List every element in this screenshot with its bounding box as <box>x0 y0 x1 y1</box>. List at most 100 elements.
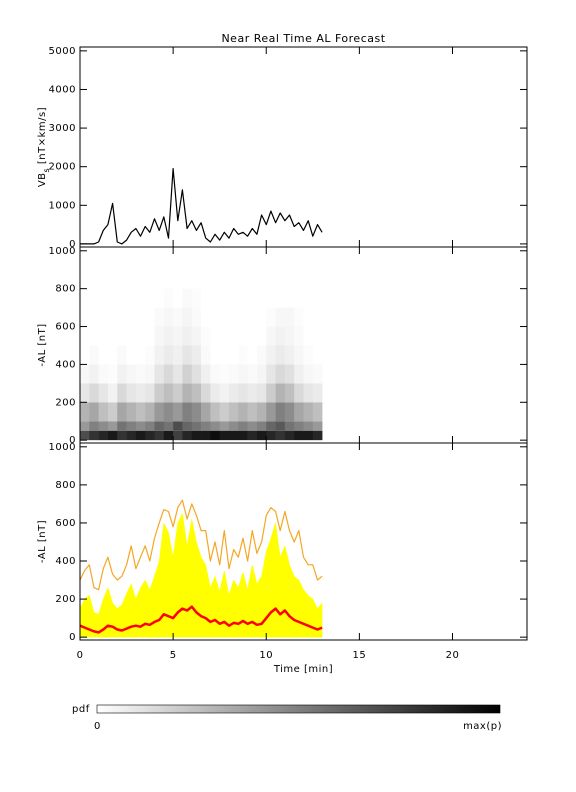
heatmap-cell <box>135 364 146 384</box>
heatmap-cell <box>107 326 118 346</box>
heatmap-cell <box>256 430 267 441</box>
heatmap-cell <box>247 421 258 431</box>
y-tick-label: 800 <box>55 480 76 491</box>
heatmap-cell <box>173 364 183 384</box>
heatmap-cell <box>247 288 258 308</box>
heatmap-cell <box>80 326 90 346</box>
heatmap-cell <box>312 383 323 403</box>
heatmap-cell <box>107 421 118 431</box>
heatmap-cell <box>312 402 323 422</box>
heatmap-cell <box>135 288 146 308</box>
y-tick-label: 0 <box>69 632 76 643</box>
y-tick-label: 600 <box>55 518 76 529</box>
heatmap-cell <box>107 383 118 403</box>
heatmap-cell <box>210 345 220 365</box>
heatmap-cell <box>229 307 239 327</box>
heatmap-cell <box>191 402 202 422</box>
heatmap-cell <box>284 421 295 431</box>
heatmap-cell <box>89 421 99 431</box>
heatmap-cell <box>163 383 174 403</box>
heatmap-cell <box>247 307 258 327</box>
heatmap-cell <box>145 307 155 327</box>
x-tick-label: 15 <box>353 650 367 661</box>
x-tick-label: 20 <box>446 650 460 661</box>
heatmap-cell <box>80 402 90 422</box>
heatmap-cell <box>294 345 304 365</box>
heatmap-cell <box>98 364 109 384</box>
heatmap-cell <box>191 288 202 308</box>
heatmap-cell <box>303 430 314 441</box>
heatmap-cell <box>256 383 267 403</box>
heatmap-cell <box>294 430 304 441</box>
panel: 0 200 400 600 800 1000 -AL [nT] <box>37 246 528 446</box>
heatmap-cell <box>210 288 220 308</box>
y-tick-label: 1000 <box>49 442 76 453</box>
heatmap-cell <box>80 421 90 431</box>
heatmap-cell <box>80 288 90 308</box>
y-tick-label: 200 <box>55 397 76 408</box>
heatmap-cell <box>201 421 211 431</box>
heatmap-cell <box>173 421 183 431</box>
heatmap-cell <box>191 383 202 403</box>
y-tick-label: 3000 <box>49 123 76 134</box>
y-tick-label: 0 <box>69 239 76 250</box>
heatmap-cell <box>201 383 211 403</box>
heatmap-cell <box>135 345 146 365</box>
heatmap-cell <box>284 383 295 403</box>
y-axis-label: -AL [nT] <box>37 323 48 366</box>
heatmap-cell <box>303 402 314 422</box>
heatmap-cell <box>191 326 202 346</box>
heatmap-cell <box>256 326 267 346</box>
heatmap-cell <box>275 345 286 365</box>
heatmap-cell <box>266 307 276 327</box>
heatmap-cell <box>191 430 202 441</box>
heatmap-cell <box>191 307 202 327</box>
heatmap-cell <box>98 383 109 403</box>
heatmap-cell <box>219 326 230 346</box>
heatmap-cell <box>182 326 193 346</box>
heatmap-cell <box>117 307 127 327</box>
heatmap-cell <box>154 430 165 441</box>
heatmap-cell <box>145 288 155 308</box>
heatmap-cell <box>135 430 146 441</box>
heatmap-cell <box>89 288 99 308</box>
heatmap-cell <box>89 430 99 441</box>
heatmap-cell <box>229 402 239 422</box>
y-tick-label: 1000 <box>49 246 76 257</box>
heatmap-cell <box>182 421 193 431</box>
heatmap-cell <box>89 383 99 403</box>
plot-area <box>80 288 323 441</box>
heatmap-cell <box>229 288 239 308</box>
y-tick-label: 0 <box>69 435 76 446</box>
heatmap-cell <box>294 421 304 431</box>
x-axis-label: Time [min] <box>273 664 333 675</box>
heatmap-cell <box>126 307 137 327</box>
heatmap-cell <box>154 345 165 365</box>
heatmap-cell <box>126 421 137 431</box>
heatmap-cell <box>294 326 304 346</box>
heatmap-cell <box>117 421 127 431</box>
heatmap-cell <box>182 430 193 441</box>
heatmap-cell <box>117 345 127 365</box>
heatmap-cell <box>229 326 239 346</box>
y-tick-label: 600 <box>55 322 76 333</box>
heatmap-cell <box>201 326 211 346</box>
heatmap-cell <box>303 288 314 308</box>
heatmap-cell <box>126 326 137 346</box>
heatmap-cell <box>201 345 211 365</box>
heatmap-cell <box>182 383 193 403</box>
y-axis-label: -AL [nT] <box>37 520 48 563</box>
heatmap-cell <box>210 383 220 403</box>
heatmap-cell <box>284 345 295 365</box>
y-tick-label: 4000 <box>49 84 76 95</box>
colorbar-min-label: 0 <box>94 721 101 732</box>
heatmap-cell <box>238 402 248 422</box>
heatmap-cell <box>107 307 118 327</box>
heatmap-cell <box>154 307 165 327</box>
heatmap-cell <box>135 402 146 422</box>
heatmap-cell <box>229 421 239 431</box>
heatmap-cell <box>107 402 118 422</box>
heatmap-cell <box>219 383 230 403</box>
line <box>80 499 323 591</box>
heatmap-cell <box>80 345 90 365</box>
